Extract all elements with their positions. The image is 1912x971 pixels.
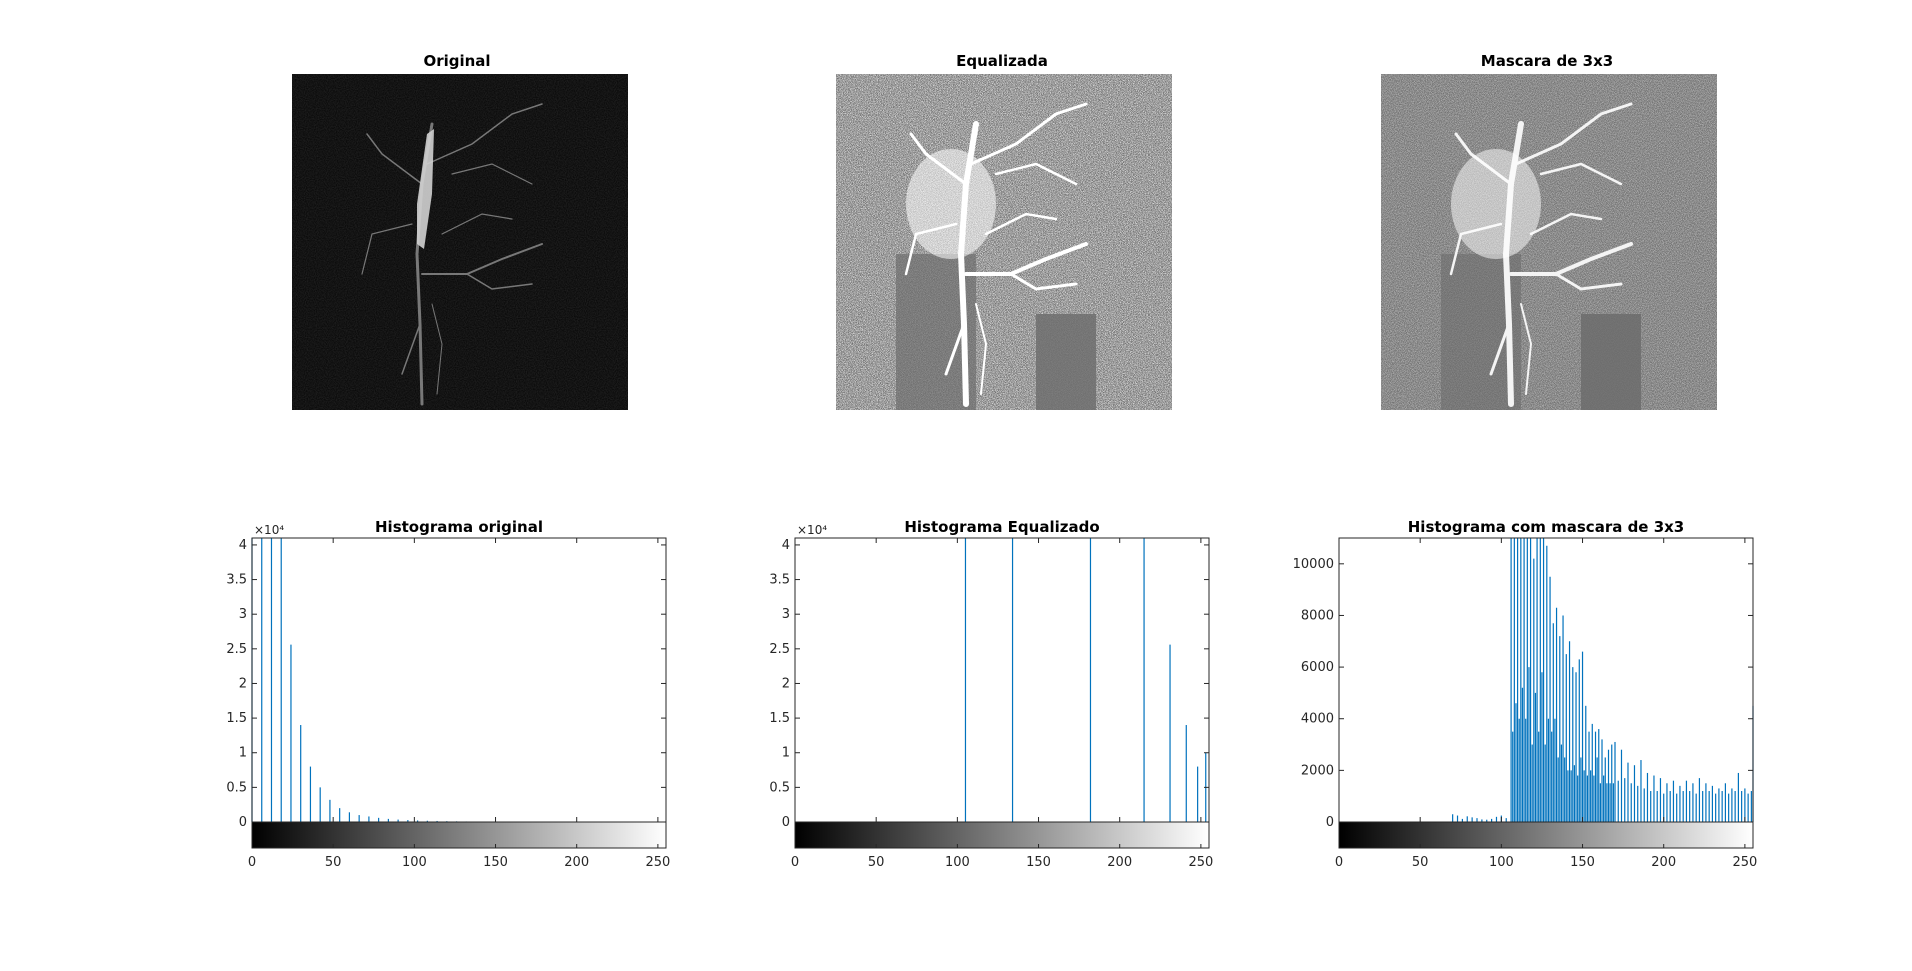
gray-colorbar (794, 821, 1210, 849)
x-tick-label: 100 (945, 855, 970, 870)
x-tick-label: 250 (1188, 855, 1213, 870)
y-tick-label: 1 (239, 746, 247, 761)
histogram-1: Histograma Equalizado ×10⁴ 0 0.5 1 1.5 2 2.5 3 3.… (769, 518, 1213, 870)
histogram-2: Histograma com mascara de 3x302000400060… (1293, 518, 1758, 870)
equalized-image (836, 74, 1172, 410)
y-tick-label: 0 (239, 815, 247, 830)
plot-axes-box (1338, 537, 1754, 823)
y-exponent-label: ×10⁴ (254, 523, 284, 537)
x-tick-label: 0 (791, 855, 799, 870)
y-tick-label: 3.5 (769, 573, 790, 588)
equalized-image-canvas (836, 74, 1172, 410)
x-tick-label: 100 (1489, 855, 1514, 870)
x-tick-label: 50 (868, 855, 885, 870)
image-title-mascara: Mascara de 3x3 (1480, 52, 1614, 70)
image-title-equalizada: Equalizada (956, 52, 1048, 70)
y-tick-label: 1.5 (769, 711, 790, 726)
x-tick-label: 50 (325, 855, 342, 870)
y-tick-label: 6000 (1301, 660, 1334, 675)
gray-colorbar (1338, 821, 1754, 849)
x-tick-label: 250 (645, 855, 670, 870)
y-tick-label: 2.5 (226, 642, 247, 657)
histogram-0: Histograma original ×10⁴ 0 0.5 1 1.5 2 2.5 3 3.5 4… (226, 518, 670, 870)
x-tick-label: 200 (564, 855, 589, 870)
x-tick-label: 0 (1335, 855, 1343, 870)
image-title-original: Original (423, 52, 491, 70)
y-tick-label: 0.5 (769, 780, 790, 795)
x-tick-label: 200 (1651, 855, 1676, 870)
y-tick-label: 2.5 (769, 642, 790, 657)
y-tick-label: 3 (782, 607, 790, 622)
original-image-canvas (292, 74, 628, 410)
histogram-title: Histograma Equalizado (904, 518, 1099, 536)
x-tick-label: 150 (1026, 855, 1051, 870)
x-tick-label: 150 (483, 855, 508, 870)
plot-axes-box (794, 537, 1210, 823)
mask-image (1381, 74, 1717, 410)
y-tick-label: 8000 (1301, 608, 1334, 623)
histogram-title: Histograma com mascara de 3x3 (1408, 518, 1685, 536)
x-tick-label: 0 (248, 855, 256, 870)
y-tick-label: 0.5 (226, 780, 247, 795)
y-tick-label: 1.5 (226, 711, 247, 726)
y-tick-label: 3 (239, 607, 247, 622)
y-tick-label: 2 (239, 676, 247, 691)
histogram-title: Histograma original (375, 518, 543, 536)
mask-image-canvas (1381, 74, 1717, 410)
x-tick-label: 100 (402, 855, 427, 870)
y-tick-label: 0 (1326, 815, 1334, 830)
y-tick-label: 1 (782, 746, 790, 761)
original-image (292, 74, 628, 410)
x-tick-label: 250 (1732, 855, 1757, 870)
y-tick-label: 3.5 (226, 573, 247, 588)
y-tick-label: 2 (782, 676, 790, 691)
x-tick-label: 200 (1107, 855, 1132, 870)
y-tick-label: 4 (782, 538, 790, 553)
y-tick-label: 10000 (1293, 557, 1334, 572)
y-tick-label: 2000 (1301, 763, 1334, 778)
y-exponent-label: ×10⁴ (797, 523, 827, 537)
y-tick-label: 4 (239, 538, 247, 553)
y-tick-label: 0 (782, 815, 790, 830)
x-tick-label: 150 (1570, 855, 1595, 870)
y-tick-label: 4000 (1301, 712, 1334, 727)
gray-colorbar (251, 821, 667, 849)
x-tick-label: 50 (1412, 855, 1429, 870)
plot-axes-box (251, 537, 667, 823)
